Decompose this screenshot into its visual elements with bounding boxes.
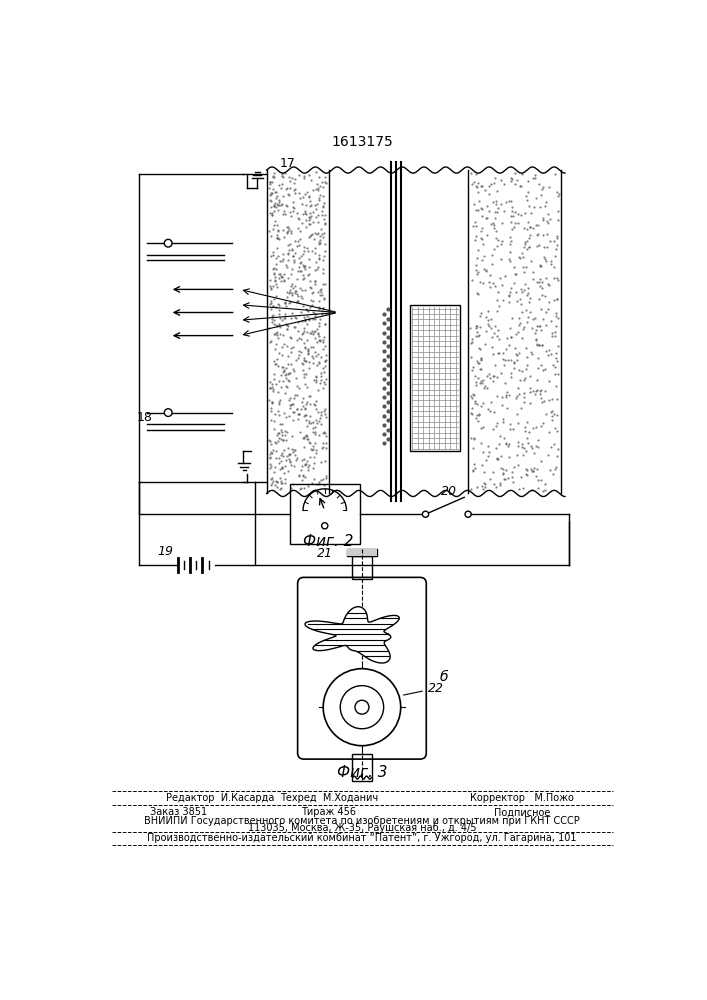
Text: 22: 22 [404, 682, 444, 695]
Text: Фиг. 2: Фиг. 2 [303, 534, 354, 549]
Polygon shape [305, 607, 399, 663]
Text: 1613175: 1613175 [331, 135, 393, 149]
Bar [352, 556, 372, 579]
Text: ВНИИПИ Государственного комитета по изобретениям и открытиям при ГКНТ СССР: ВНИИПИ Государственного комитета по изоб… [144, 816, 580, 826]
Text: 20: 20 [440, 485, 457, 498]
Text: Техред  М.Ходанич: Техред М.Ходанич [279, 793, 378, 803]
Bar [347, 549, 377, 556]
Text: Подписное: Подписное [494, 807, 551, 817]
Text: 19: 19 [158, 545, 174, 558]
Bar [290, 484, 360, 544]
Circle shape [322, 523, 328, 529]
Circle shape [422, 511, 428, 517]
Circle shape [164, 409, 172, 416]
Text: 113035, Москва, Ж-35, Раушская наб., д. 4/5: 113035, Москва, Ж-35, Раушская наб., д. … [247, 823, 477, 833]
Circle shape [323, 669, 401, 746]
Circle shape [465, 511, 472, 517]
Circle shape [340, 686, 384, 729]
Text: 21: 21 [317, 547, 333, 560]
Text: 18: 18 [137, 411, 153, 424]
Text: Тираж 456: Тираж 456 [301, 807, 356, 817]
Text: Редактор  И.Касарда: Редактор И.Касарда [166, 793, 274, 803]
Text: Производственно-издательский комбинат “Патент”, г. Ужгород, ул. Гагарина, 101: Производственно-издательский комбинат “П… [147, 833, 577, 843]
Text: 17: 17 [280, 157, 296, 170]
Text: б: б [440, 670, 448, 684]
Bar [410, 305, 460, 451]
Text: Фиг. 3: Фиг. 3 [337, 765, 387, 780]
Circle shape [355, 700, 369, 714]
FancyBboxPatch shape [298, 577, 426, 759]
Text: Заказ 3851: Заказ 3851 [151, 807, 207, 817]
Circle shape [164, 239, 172, 247]
Bar [352, 754, 372, 781]
Text: Корректор   М.Пожо: Корректор М.Пожо [470, 793, 574, 803]
Bar [347, 549, 377, 556]
